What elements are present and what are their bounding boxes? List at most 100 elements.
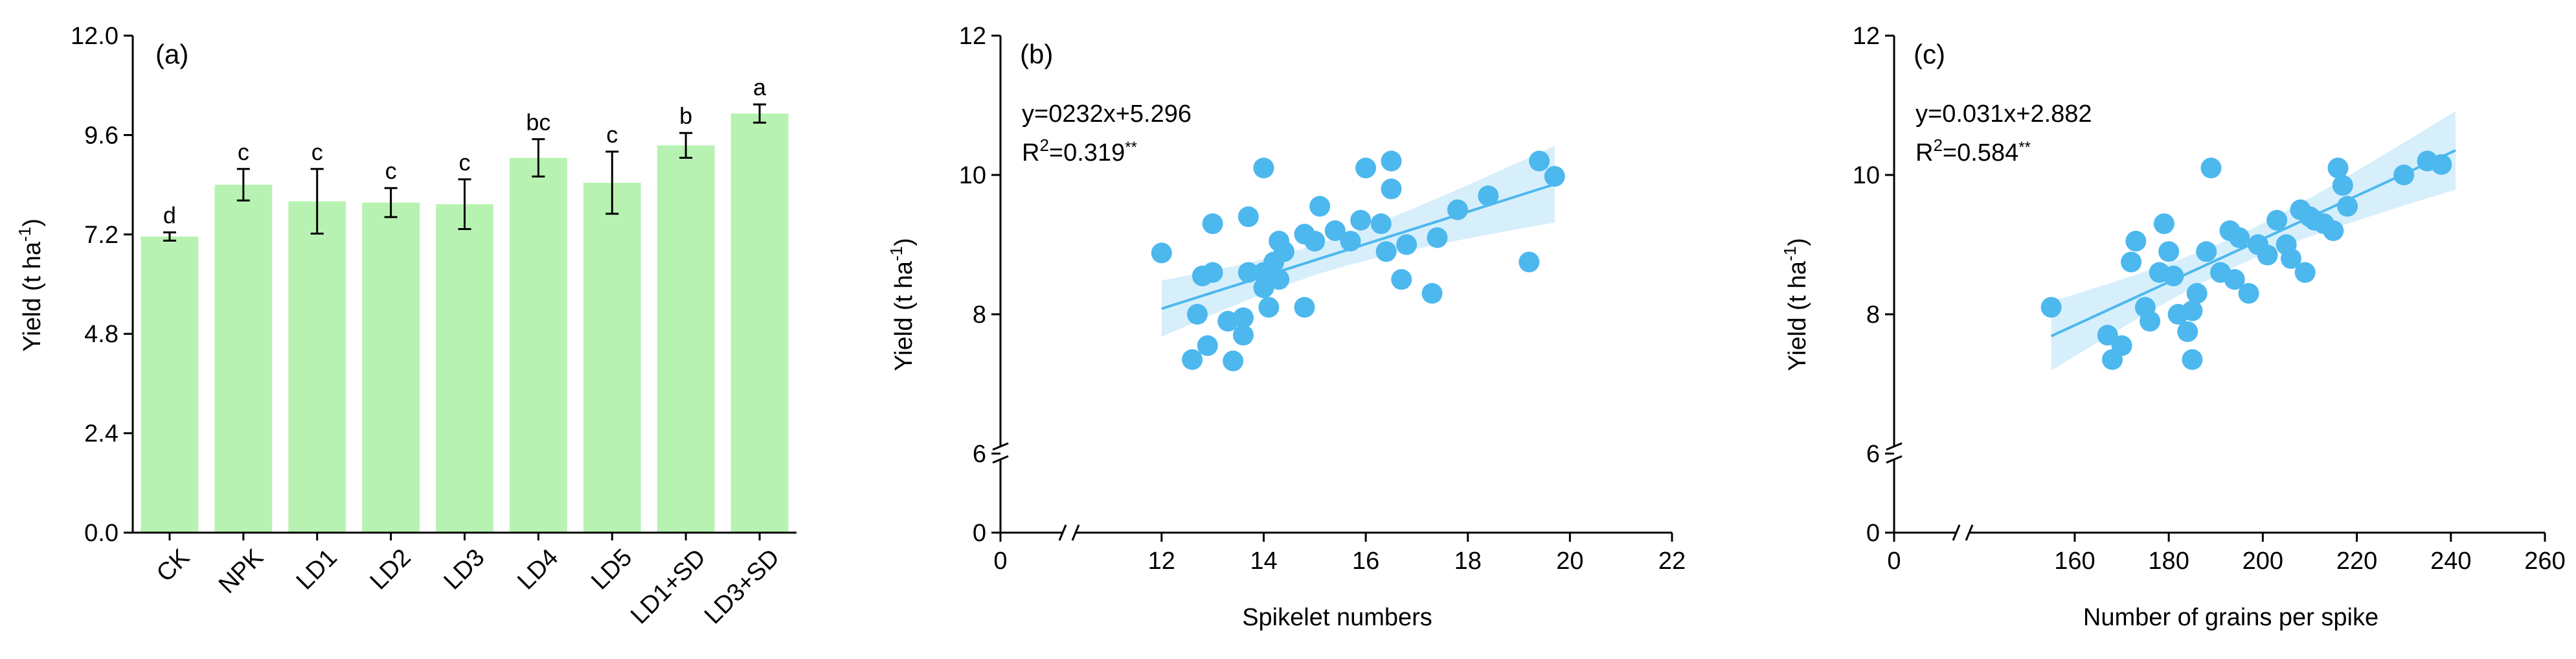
a-y-tick-label-3: 7.2 [84, 222, 119, 249]
b-point-25 [1324, 220, 1346, 241]
a-y-tick-label-2: 4.8 [84, 321, 119, 348]
b-point-27 [1350, 209, 1372, 231]
c-x-axis-break-1 [1952, 524, 1961, 541]
c-x-axis-break-2 [1965, 524, 1974, 541]
b-y-axis-break-1 [992, 442, 1009, 451]
b-point-6 [1202, 213, 1223, 235]
a-y-tick-label-4: 9.6 [84, 122, 119, 149]
c-point-9 [2153, 213, 2175, 235]
b-x-tick-label-2: 14 [1250, 548, 1277, 575]
c-point-26 [2266, 209, 2288, 231]
a-x-tick-label-0: CK [152, 544, 195, 587]
a-significance-letters: d c c c c bc c b a [163, 74, 767, 229]
c-x-axis-label: Number of grains per spike [2083, 604, 2378, 631]
b-y-axis-label: Yield (t ha-1) [887, 238, 918, 371]
b-point-39 [1519, 251, 1540, 273]
b-point-31 [1381, 150, 1402, 172]
c-r-squared: R2=0.584** [1915, 135, 2031, 167]
b-point-35 [1421, 283, 1443, 304]
c-y-axis-break-2 [1886, 455, 1903, 464]
b-y-axis-break-2 [992, 455, 1009, 464]
b-point-5 [1202, 262, 1223, 283]
a-x-tick-label-1: NPK [214, 544, 269, 599]
c-point-34 [2323, 220, 2344, 241]
a-bar-0 [141, 236, 199, 533]
a-x-tick-label-3: LD2 [365, 544, 416, 595]
c-point-15 [2182, 300, 2203, 321]
b-point-8 [1223, 351, 1244, 372]
b-point-26 [1340, 231, 1361, 252]
c-point-25 [2257, 244, 2278, 266]
b-point-16 [1258, 297, 1280, 318]
b-point-11 [1237, 262, 1259, 283]
b-point-21 [1294, 297, 1315, 318]
c-point-38 [2393, 165, 2415, 185]
c-x-tick-label-6: 260 [2524, 548, 2565, 575]
a-letter-2: c [311, 139, 323, 165]
c-point-17 [2196, 241, 2217, 262]
a-letter-8: a [753, 74, 767, 100]
b-point-4 [1197, 335, 1218, 356]
b-y-tick-label-1: 6 [973, 441, 986, 468]
a-bar-8 [730, 113, 789, 533]
c-y-tick-label-3: 10 [1853, 162, 1880, 189]
b-point-18 [1269, 269, 1290, 290]
b-point-24 [1309, 196, 1331, 217]
a-letter-1: c [238, 139, 249, 165]
a-bar-3 [362, 202, 420, 533]
b-x-ticks: 0 12 14 16 18 20 22 [993, 533, 1686, 575]
c-x-tick-label-0: 0 [1887, 548, 1901, 575]
c-y-tick-label-1: 6 [1866, 441, 1880, 468]
c-point-3 [2111, 335, 2132, 356]
c-y-axis-break-1 [1886, 442, 1903, 451]
b-points [1151, 150, 1565, 372]
b-x-tick-label-6: 22 [1658, 548, 1686, 575]
a-letter-3: c [385, 157, 397, 184]
a-x-tick-label-2: LD1 [291, 544, 343, 595]
c-y-tick-label-0: 0 [1866, 520, 1880, 547]
b-point-0 [1151, 242, 1172, 264]
b-x-tick-label-3: 16 [1352, 548, 1379, 575]
a-y-ticks: 0.0 2.4 4.8 7.2 9.6 12.0 [71, 23, 133, 547]
c-point-21 [2224, 269, 2245, 290]
b-x-tick-label-0: 0 [993, 548, 1007, 575]
b-point-41 [1544, 166, 1565, 187]
a-error-bars [163, 103, 767, 242]
c-point-10 [2158, 241, 2180, 262]
c-point-0 [2040, 297, 2062, 318]
c-point-13 [2177, 321, 2198, 342]
b-point-9 [1232, 325, 1254, 346]
b-point-37 [1447, 199, 1468, 220]
b-point-2 [1186, 304, 1208, 325]
a-x-tick-label-8: LD3+SD [699, 544, 785, 629]
c-point-5 [2125, 231, 2147, 252]
c-panel-label: (c) [1914, 39, 1945, 69]
a-x-tick-label-7: LD1+SD [626, 544, 711, 629]
b-y-tick-label-4: 12 [959, 23, 986, 50]
b-r-squared: R2=0.319** [1022, 135, 1137, 167]
a-letter-7: b [679, 102, 692, 129]
c-point-18 [2200, 157, 2222, 179]
b-point-36 [1427, 227, 1448, 248]
c-point-14 [2182, 349, 2203, 370]
b-point-10 [1232, 307, 1254, 329]
b-x-tick-label-1: 12 [1148, 548, 1175, 575]
c-point-35 [2327, 157, 2349, 179]
c-y-ticks: 0 6 8 10 12 [1853, 23, 1894, 547]
b-point-38 [1478, 185, 1499, 207]
b-y-tick-label-2: 8 [973, 301, 986, 329]
b-point-23 [1304, 231, 1326, 252]
b-point-1 [1182, 349, 1203, 370]
c-y-tick-label-2: 8 [1866, 301, 1880, 329]
a-x-tick-label-4: LD3 [439, 544, 490, 595]
a-bar-4 [436, 204, 493, 533]
b-point-32 [1381, 178, 1402, 200]
a-y-axis-label: Yield (t ha-1) [15, 218, 46, 351]
b-point-12 [1237, 206, 1259, 227]
b-x-axis-break-1 [1058, 524, 1067, 541]
c-point-28 [2280, 248, 2301, 269]
b-x-axis-label: Spikelet numbers [1242, 604, 1432, 631]
b-x-tick-label-4: 18 [1454, 548, 1482, 575]
